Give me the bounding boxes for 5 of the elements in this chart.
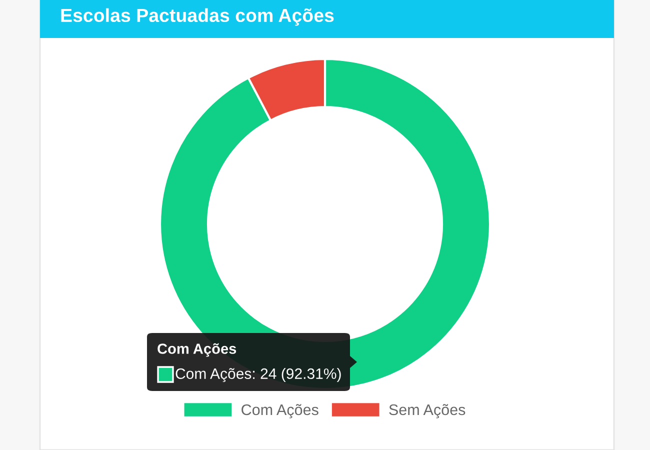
text: Com Ações: 24 (92.31%) <box>176 368 341 382</box>
legend-label: Sem Ações <box>389 404 466 418</box>
chart-title: Escolas Pactuadas com Ações <box>61 8 334 26</box>
text: Com Ações <box>158 343 236 357</box>
legend-label: Com Ações <box>242 404 318 418</box>
